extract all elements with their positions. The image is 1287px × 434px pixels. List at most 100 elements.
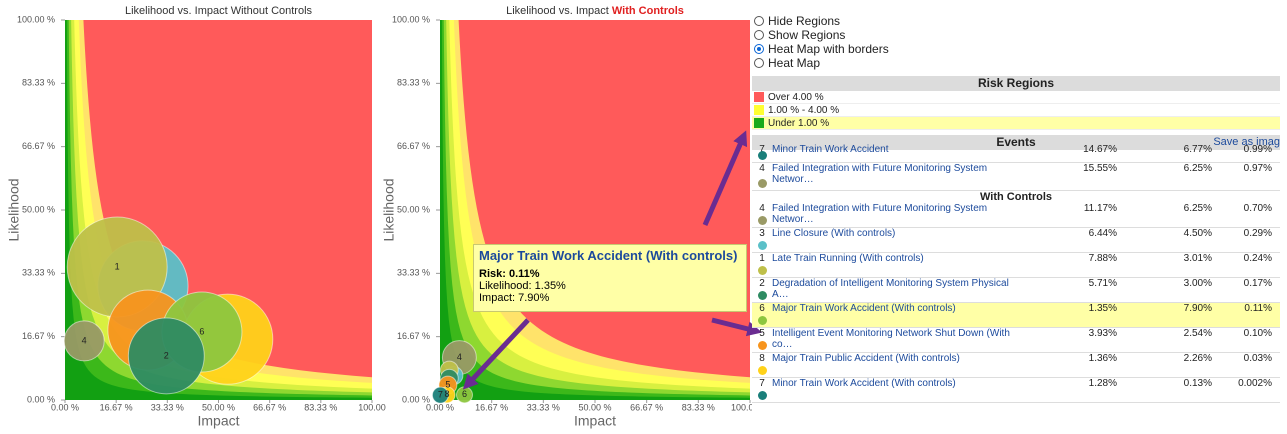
radio-button[interactable] <box>754 58 764 68</box>
save-link[interactable]: Save as imag <box>1213 136 1280 148</box>
event-risk: 0.03% <box>1243 353 1272 364</box>
event-impact: 2.54% <box>1183 328 1212 339</box>
event-row[interactable]: 7 Minor Train Work Accident 14.67% 6.77% 0.9… <box>752 144 1280 163</box>
event-id: 4 <box>759 163 765 174</box>
chart-title-text: Likelihood vs. Impact Without Controls <box>125 5 313 17</box>
chart-title: Likelihood vs. Impact With Controls <box>506 5 684 17</box>
event-impact: 6.77% <box>1183 144 1212 155</box>
y-tick-label: 100.00 % <box>17 14 55 24</box>
event-likelihood: 1.28% <box>1088 378 1117 389</box>
event-id: 7 <box>759 378 765 389</box>
legend-item: Over 4.00 % <box>752 91 1280 104</box>
tooltip: Major Train Work Accident (With controls… <box>473 244 747 312</box>
bubble-label: 1 <box>115 261 120 271</box>
event-id: 6 <box>759 303 765 314</box>
x-tick-label: 100.00 % <box>731 402 752 412</box>
event-likelihood: 7.88% <box>1088 253 1117 264</box>
event-impact: 2.26% <box>1183 353 1212 364</box>
event-row[interactable]: 4 Failed Integration with Future Monitori… <box>752 203 1280 228</box>
radio-option[interactable]: Hide Regions <box>754 14 1280 28</box>
event-row[interactable]: 2 Degradation of Intelligent Monitoring S… <box>752 278 1280 303</box>
events-table: 7 Minor Train Work Accident 14.67% 6.77% 0.9… <box>752 144 1280 403</box>
event-name[interactable]: Major Train Work Accident (With controls… <box>772 303 956 314</box>
event-row[interactable]: 1 Late Train Running (With controls) 7.88%… <box>752 253 1280 278</box>
event-impact: 6.25% <box>1183 203 1212 214</box>
legend-label: 1.00 % - 4.00 % <box>768 104 840 116</box>
x-tick-label: 33.33 % <box>527 402 560 412</box>
event-row[interactable]: 6 Major Train Work Accident (With control… <box>752 303 1280 328</box>
event-name[interactable]: Failed Integration with Future Monitorin… <box>772 203 988 225</box>
radio-label: Show Regions <box>768 28 846 42</box>
bubble <box>127 317 205 395</box>
y-tick-label: 83.33 % <box>397 78 430 88</box>
radio-option[interactable]: Heat Map <box>754 56 1280 70</box>
event-impact: 3.00% <box>1183 278 1212 289</box>
bubble <box>63 320 105 362</box>
x-axis-label: Impact <box>197 413 239 429</box>
event-name[interactable]: Line Closure (With controls) <box>772 228 896 239</box>
event-dot <box>758 266 767 275</box>
event-name[interactable]: Failed Integration with Future Monitorin… <box>772 163 988 185</box>
event-risk: 0.24% <box>1243 253 1272 264</box>
event-risk: 0.29% <box>1243 228 1272 239</box>
x-tick-label: 100.00 <box>358 402 386 412</box>
event-name[interactable]: Major Train Public Accident (With contro… <box>772 353 960 364</box>
event-risk: 0.002% <box>1238 378 1272 389</box>
event-impact: 7.90% <box>1183 303 1212 314</box>
bubble-label: 4 <box>82 335 87 345</box>
radio-option[interactable]: Heat Map with borders <box>754 42 1280 56</box>
bubble-label: 4 <box>457 352 462 362</box>
y-tick-label: 16.67 % <box>397 331 430 341</box>
risk-legend: Over 4.00 % 1.00 % - 4.00 % Under 1.00 % <box>752 91 1280 130</box>
chart-title-highlight: With Controls <box>612 5 684 17</box>
side-panel: Hide Regions Show Regions Heat Map with bo… <box>752 8 1280 428</box>
event-dot <box>758 341 767 350</box>
y-tick-label: 33.33 % <box>397 268 430 278</box>
radio-button[interactable] <box>754 16 764 26</box>
y-tick-label: 66.67 % <box>397 141 430 151</box>
x-tick-label: 0.00 % <box>426 402 454 412</box>
event-impact: 0.13% <box>1183 378 1212 389</box>
event-likelihood: 3.93% <box>1088 328 1117 339</box>
x-tick-label: 0.00 % <box>51 402 79 412</box>
radio-option[interactable]: Show Regions <box>754 28 1280 42</box>
x-tick-label: 50.00 % <box>202 402 235 412</box>
event-name[interactable]: Degradation of Intelligent Monitoring Sy… <box>772 278 1009 300</box>
x-tick-label: 50.00 % <box>578 402 611 412</box>
radio-group: Hide Regions Show Regions Heat Map with bo… <box>754 14 1280 70</box>
event-id: 5 <box>759 328 765 339</box>
radio-label: Heat Map with borders <box>768 42 889 56</box>
y-axis-label: Likelihood <box>6 178 22 241</box>
event-name[interactable]: Minor Train Work Accident (With controls… <box>772 378 956 389</box>
event-row[interactable]: 4 Failed Integration with Future Monitori… <box>752 163 1280 191</box>
tooltip-risk: Risk: 0.11% <box>479 268 540 280</box>
y-tick-label: 83.33 % <box>22 78 55 88</box>
event-name[interactable]: Intelligent Event Monitoring Network Shu… <box>772 328 1010 350</box>
event-dot <box>758 216 767 225</box>
event-risk: 0.70% <box>1243 203 1272 214</box>
event-likelihood: 15.55% <box>1083 163 1117 174</box>
chart-title: Likelihood vs. Impact Without Controls <box>125 5 313 17</box>
event-dot <box>758 316 767 325</box>
event-dot <box>758 151 767 160</box>
event-risk: 0.99% <box>1243 144 1272 155</box>
x-tick-label: 83.33 % <box>682 402 715 412</box>
event-dot <box>758 291 767 300</box>
event-name[interactable]: Late Train Running (With controls) <box>772 253 924 264</box>
event-likelihood: 1.35% <box>1088 303 1117 314</box>
event-row[interactable]: 3 Line Closure (With controls) 6.44% 4.50% 0… <box>752 228 1280 253</box>
chart-title-text: Likelihood vs. Impact <box>506 5 612 17</box>
event-row[interactable]: 7 Minor Train Work Accident (With control… <box>752 378 1280 403</box>
event-name[interactable]: Minor Train Work Accident <box>772 144 889 155</box>
event-dot <box>758 391 767 400</box>
radio-label: Heat Map <box>768 56 821 70</box>
event-row[interactable]: 5 Intelligent Event Monitoring Network Sh… <box>752 328 1280 353</box>
radio-button[interactable] <box>754 30 764 40</box>
legend-item: 1.00 % - 4.00 % <box>752 104 1280 117</box>
event-id: 3 <box>759 228 765 239</box>
event-row[interactable]: 8 Major Train Public Accident (With contr… <box>752 353 1280 378</box>
x-tick-label: 33.33 % <box>151 402 184 412</box>
radio-button[interactable] <box>754 44 764 54</box>
event-id: 7 <box>759 144 765 155</box>
